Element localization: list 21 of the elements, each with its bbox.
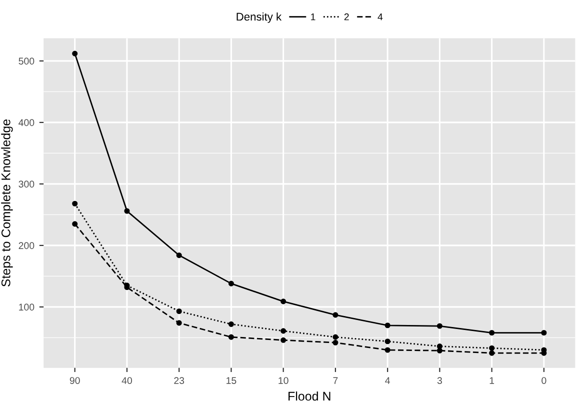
legend-label: 4 — [378, 13, 383, 20]
x-tick-label: 10 — [278, 377, 288, 384]
legend-label: 2 — [344, 13, 349, 20]
x-tick-label: 90 — [70, 377, 80, 384]
x-axis-title: Flood N — [288, 391, 330, 401]
x-tick-label: 4 — [385, 377, 390, 384]
x-tick-label: 3 — [437, 377, 442, 384]
x-tick-label: 23 — [174, 377, 184, 384]
y-tick-label: 200 — [18, 242, 34, 250]
x-tick-label: 1 — [490, 377, 494, 384]
legend-label: 1 — [311, 13, 316, 20]
y-tick-label: 400 — [18, 119, 34, 126]
y-tick-label: 300 — [18, 180, 34, 188]
x-tick-label: 15 — [226, 377, 236, 384]
legend-title: Density k — [236, 12, 282, 23]
y-tick-label: 100 — [19, 304, 34, 311]
x-tick-label: 40 — [122, 377, 132, 384]
x-tick-label: 7 — [333, 377, 338, 384]
y-tick-label: 500 — [18, 58, 34, 65]
y-axis-title: Steps to Complete Knowledge — [1, 119, 13, 287]
x-tick-label: 0 — [542, 377, 546, 384]
